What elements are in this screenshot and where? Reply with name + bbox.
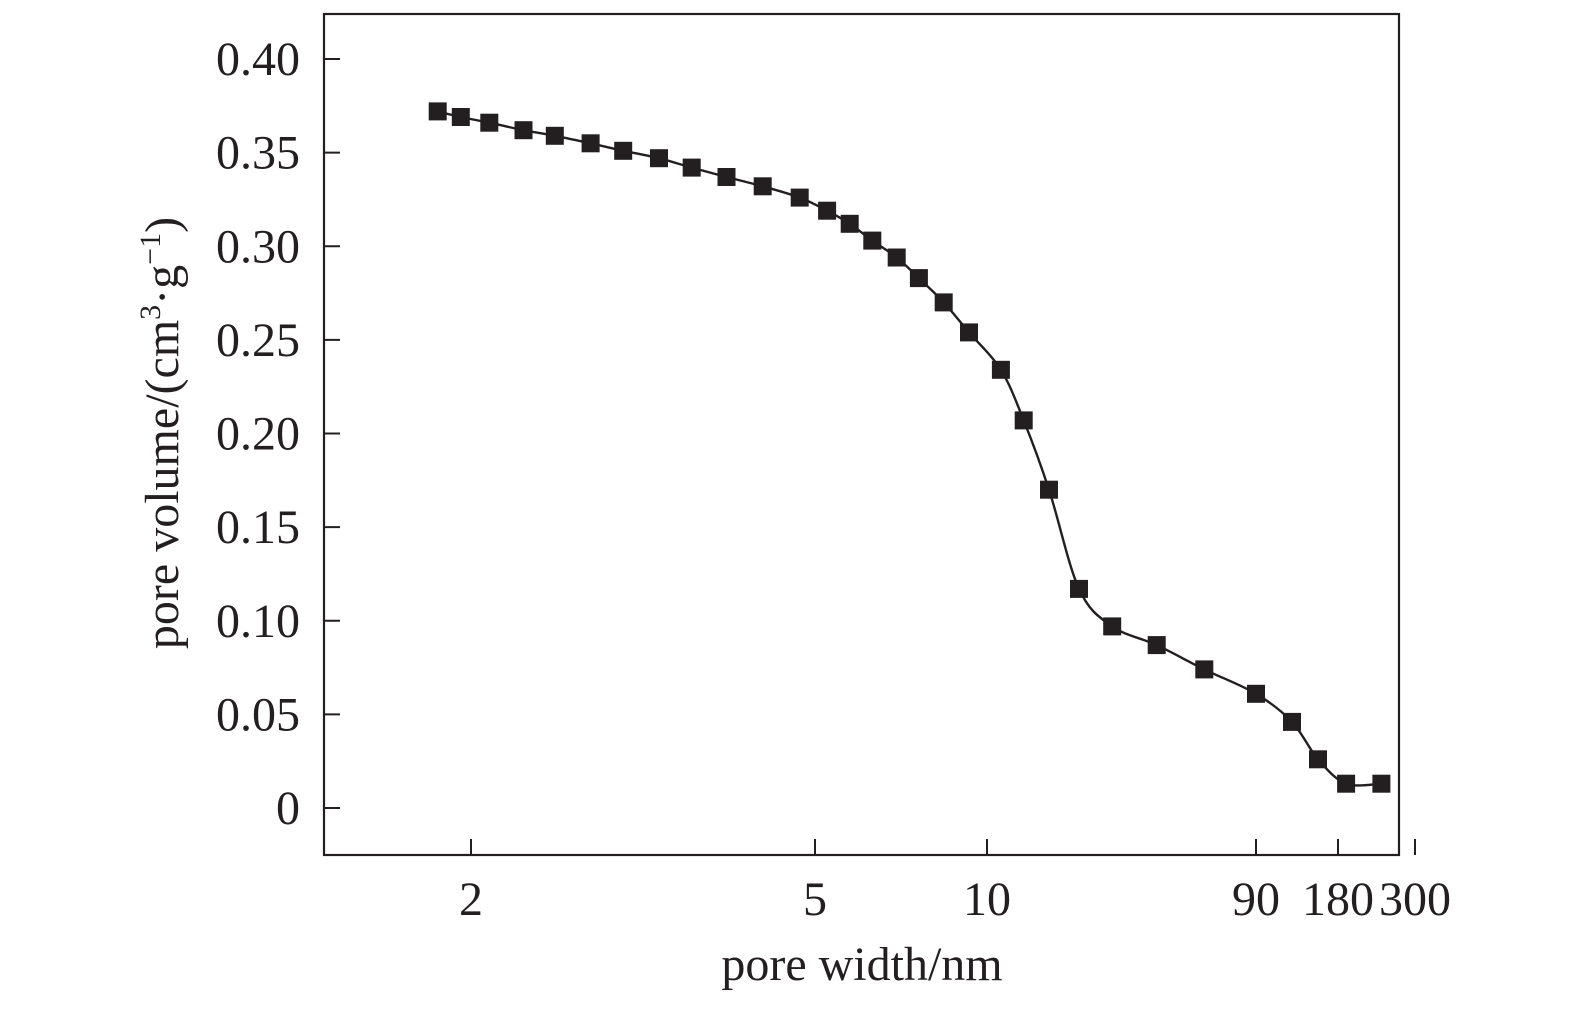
y-tick-label-2: 0.10 xyxy=(216,595,300,648)
data-point-28 xyxy=(1309,750,1327,769)
data-point-2 xyxy=(480,113,499,132)
y-axis-label-sup-minus1: −1 xyxy=(134,233,167,265)
data-point-7 xyxy=(650,149,668,168)
data-point-26 xyxy=(1247,684,1265,703)
data-point-8 xyxy=(682,158,701,177)
y-tick-label-6: 0.30 xyxy=(216,220,300,273)
data-point-25 xyxy=(1195,660,1214,679)
data-point-22 xyxy=(1070,579,1088,598)
data-point-19 xyxy=(991,360,1010,379)
y-tick-label-0: 0 xyxy=(276,782,300,835)
x-axis: 2 5 10 90 180 300 xyxy=(459,839,1451,926)
y-axis-label-main: pore volume/(cm xyxy=(136,320,189,649)
data-point-21 xyxy=(1040,480,1058,499)
data-point-16 xyxy=(909,269,928,288)
y-axis-label: pore volume/(cm3·g−1) xyxy=(134,217,189,649)
y-tick-label-3: 0.15 xyxy=(216,501,300,554)
y-tick-label-7: 0.35 xyxy=(216,127,300,180)
data-point-14 xyxy=(863,231,882,250)
y-axis-label-sup-3: 3 xyxy=(134,305,167,320)
y-axis-label-end: ) xyxy=(136,217,189,233)
data-point-15 xyxy=(887,248,906,267)
data-point-1 xyxy=(451,108,470,126)
data-point-5 xyxy=(581,134,600,153)
y-tick-label-5: 0.25 xyxy=(216,314,300,367)
data-markers xyxy=(428,102,1391,793)
data-point-10 xyxy=(753,177,772,196)
x-tick-label-5: 300 xyxy=(1379,873,1451,926)
data-point-30 xyxy=(1372,774,1391,793)
data-point-3 xyxy=(514,121,533,140)
x-axis-label: pore width/nm xyxy=(721,938,1002,991)
data-point-13 xyxy=(840,214,859,233)
data-point-12 xyxy=(818,201,837,220)
y-tick-label-8: 0.40 xyxy=(216,33,300,86)
x-tick-label-2: 10 xyxy=(963,873,1011,926)
x-tick-label-3: 90 xyxy=(1232,873,1280,926)
plot-frame xyxy=(322,12,1401,857)
data-point-27 xyxy=(1283,712,1301,731)
data-point-9 xyxy=(717,168,736,186)
x-tick-label-1: 5 xyxy=(803,873,827,926)
data-point-11 xyxy=(790,188,809,207)
data-point-18 xyxy=(960,323,978,342)
x-tick-label-4: 180 xyxy=(1302,873,1374,926)
data-point-24 xyxy=(1147,636,1166,655)
x-tick-label-0: 2 xyxy=(459,873,483,926)
data-point-0 xyxy=(428,102,447,121)
data-point-23 xyxy=(1103,617,1122,636)
data-point-29 xyxy=(1337,774,1356,793)
data-point-4 xyxy=(545,126,564,145)
y-axis-label-mid: ·g xyxy=(136,265,189,305)
y-axis: 0 0.05 0.10 0.15 0.20 0.25 0.30 0.35 0.40 xyxy=(216,33,340,835)
y-tick-label-1: 0.05 xyxy=(216,688,300,741)
series-line xyxy=(437,110,1382,787)
y-tick-label-4: 0.20 xyxy=(216,408,300,461)
data-point-6 xyxy=(614,141,633,160)
data-point-20 xyxy=(1014,411,1033,430)
data-point-17 xyxy=(934,293,953,312)
